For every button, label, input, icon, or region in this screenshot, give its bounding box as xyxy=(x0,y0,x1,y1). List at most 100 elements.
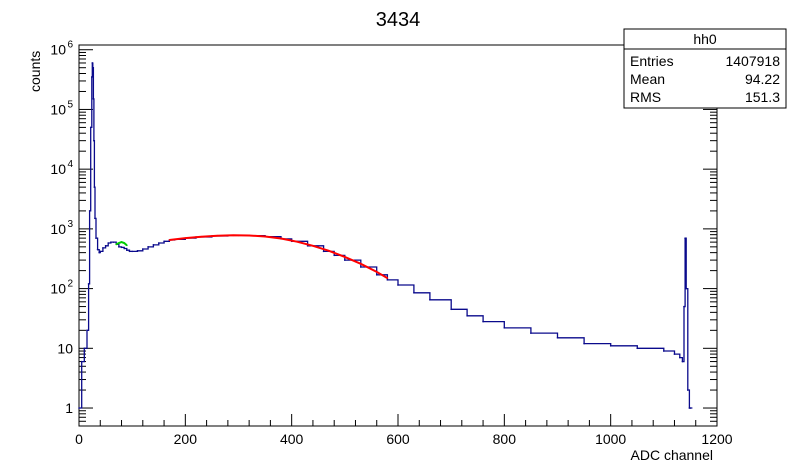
fit-point xyxy=(248,234,250,237)
histogram-point xyxy=(685,287,687,290)
plot-frame xyxy=(78,44,718,427)
histogram-point xyxy=(683,305,685,308)
histogram-point xyxy=(530,332,532,334)
histogram-point xyxy=(94,217,96,220)
histogram-point xyxy=(126,249,128,251)
histogram-point xyxy=(93,186,96,188)
y-tick-base: 10 xyxy=(50,221,66,237)
histogram-point xyxy=(142,248,144,250)
histogram-point xyxy=(686,389,689,391)
histogram-point xyxy=(636,347,639,350)
x-tick-label: 0 xyxy=(75,431,83,447)
stats-entries-value: 1407918 xyxy=(725,53,780,69)
fit-point xyxy=(264,235,266,238)
histogram-point xyxy=(375,274,378,276)
histogram-point xyxy=(88,210,91,212)
histogram-point xyxy=(87,283,90,285)
x-tick-label: 600 xyxy=(386,431,410,447)
histogram-point xyxy=(120,246,123,249)
y-tick-text: 10 xyxy=(57,340,73,356)
histogram-point xyxy=(92,66,94,69)
x-tick-label: 200 xyxy=(174,431,198,447)
histogram-point xyxy=(583,342,585,345)
series-layer xyxy=(78,62,693,409)
histogram-point xyxy=(104,245,107,247)
fit-point xyxy=(375,271,378,273)
histogram-point xyxy=(99,250,102,253)
fit-point xyxy=(280,237,282,240)
x-tick-label: 800 xyxy=(493,431,517,447)
histogram-point xyxy=(609,345,612,347)
fit-line xyxy=(169,234,388,279)
fit-point xyxy=(168,239,171,241)
histogram-point xyxy=(163,240,165,243)
y-tick-text: 1 xyxy=(65,400,73,416)
stats-entries-label: Entries xyxy=(630,53,674,69)
histogram-point xyxy=(681,360,684,363)
fit-point xyxy=(386,277,389,279)
stats-mean-label: Mean xyxy=(630,71,665,87)
y-tick-base: 10 xyxy=(50,42,66,58)
histogram-point xyxy=(359,266,362,268)
histogram-point xyxy=(83,347,86,350)
histogram-point xyxy=(131,250,133,253)
y-tick-label: 10 5 xyxy=(50,99,73,117)
histogram-point xyxy=(386,279,389,281)
histogram-point xyxy=(110,241,112,243)
histogram-point xyxy=(112,241,115,243)
histogram-point xyxy=(482,320,484,323)
x-tick-label: 400 xyxy=(280,431,304,447)
histogram-point xyxy=(93,139,95,142)
histogram-point xyxy=(107,242,110,244)
stats-rms-value: 151.3 xyxy=(745,89,780,105)
fit-point xyxy=(118,242,120,244)
stats-box: hh0 Entries 1407918 Mean 94.22 RMS 151.3 xyxy=(623,28,787,109)
fit-point xyxy=(344,256,346,258)
y-tick-label: 1 xyxy=(65,400,73,416)
histogram-point xyxy=(333,254,336,257)
histogram-point xyxy=(413,292,415,294)
histogram-point xyxy=(98,251,101,254)
histogram-point xyxy=(78,407,80,409)
histogram-point xyxy=(136,249,139,252)
fit-point xyxy=(216,234,219,237)
y-tick-label: 10 4 xyxy=(50,159,73,177)
histogram-point xyxy=(89,126,92,129)
fit-point xyxy=(232,234,234,237)
fit-point xyxy=(359,263,362,265)
fit-point xyxy=(184,237,187,239)
y-tick-exponent: 4 xyxy=(67,159,73,170)
x-tick-label: 1000 xyxy=(595,431,626,447)
fit-point xyxy=(120,241,123,243)
fit-point xyxy=(126,244,128,247)
x-tick-label: 1200 xyxy=(701,431,732,447)
y-tick-base: 10 xyxy=(50,161,66,177)
fit-point xyxy=(312,245,314,247)
y-tick-label: 10 6 xyxy=(50,40,73,58)
histogram-point xyxy=(95,237,97,239)
histogram-point xyxy=(466,315,468,317)
histogram-point xyxy=(450,308,452,311)
histogram-point xyxy=(689,407,692,409)
histogram-point xyxy=(397,284,399,286)
fit-point xyxy=(328,249,330,252)
histogram-point xyxy=(684,237,686,239)
y-tick-exponent: 6 xyxy=(67,40,73,51)
histogram-line xyxy=(79,62,693,409)
fit-curve-series xyxy=(115,241,128,247)
histogram-point xyxy=(92,98,95,100)
histogram-point xyxy=(96,248,99,251)
y-tick-label: 10 3 xyxy=(50,219,73,237)
stats-box-name: hh0 xyxy=(693,31,717,47)
histogram-point xyxy=(86,329,88,332)
y-tick-exponent: 5 xyxy=(67,99,73,110)
chart-title: 3434 xyxy=(376,9,421,31)
y-tick-exponent: 2 xyxy=(67,279,73,290)
y-tick-base: 10 xyxy=(50,101,66,117)
histogram-point xyxy=(128,250,131,253)
histogram-point xyxy=(344,259,346,261)
histogram-point xyxy=(678,356,681,359)
stats-mean-value: 94.22 xyxy=(745,71,780,87)
